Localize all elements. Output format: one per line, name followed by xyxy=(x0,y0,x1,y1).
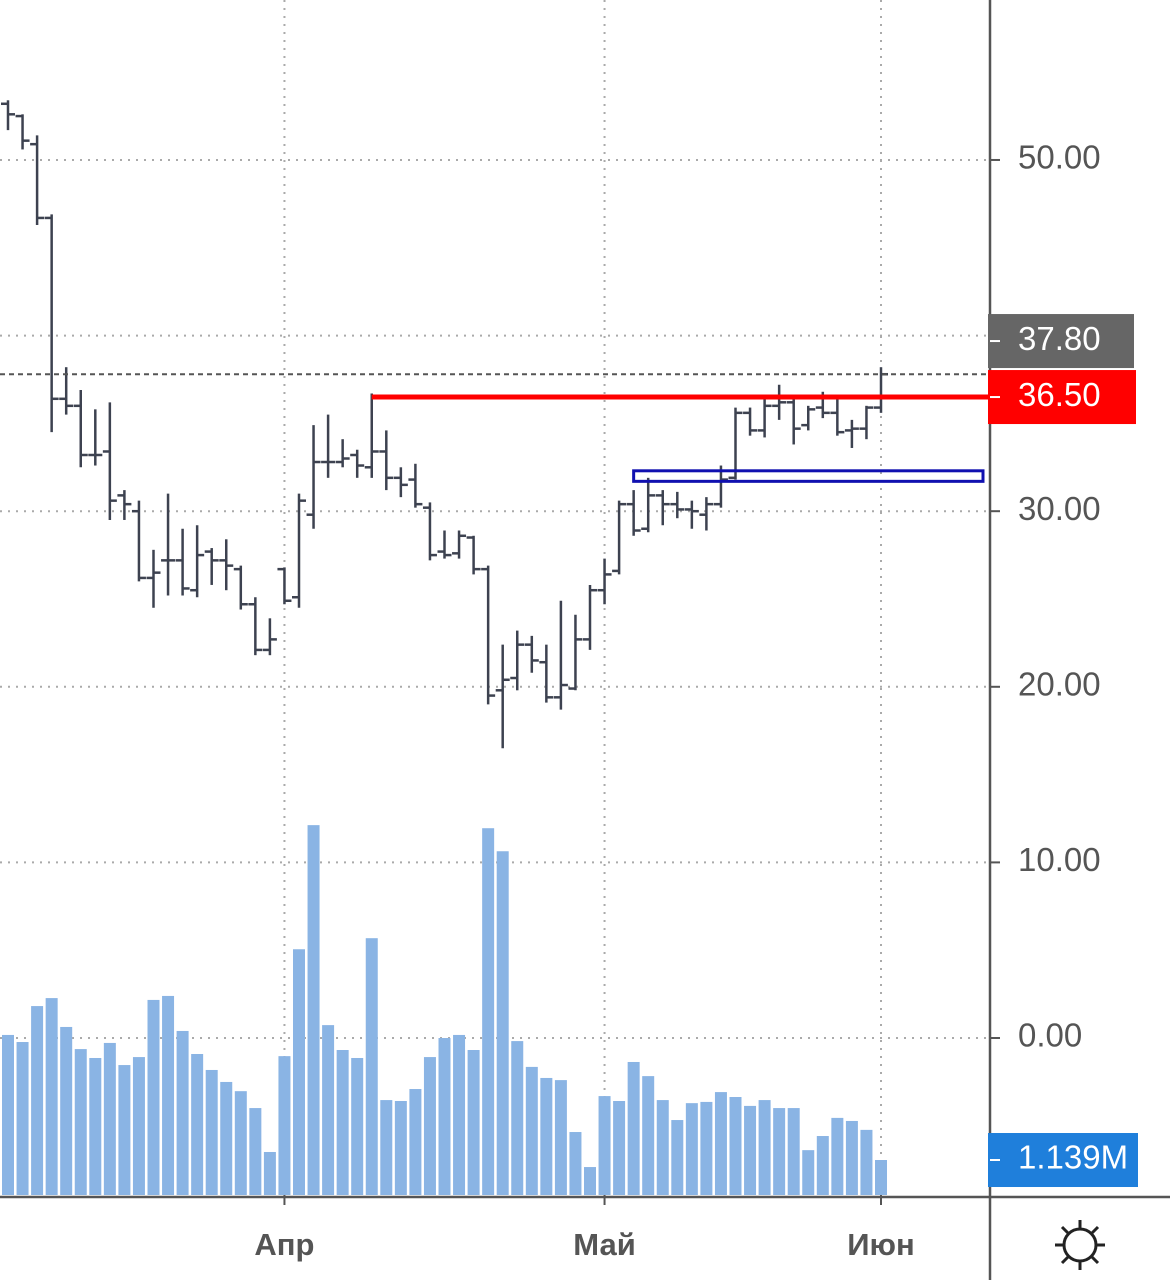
volume-bar xyxy=(773,1108,786,1195)
volume-bar xyxy=(802,1150,815,1195)
volume-bar xyxy=(322,1025,335,1195)
volume-bar xyxy=(831,1117,844,1195)
volume-bar xyxy=(132,1057,145,1195)
level-label: 36.50 xyxy=(988,370,1136,425)
volume-bar xyxy=(569,1132,582,1195)
volume-bar xyxy=(423,1057,436,1195)
volume-label-text: 1.139M xyxy=(1018,1139,1128,1176)
x-tick-label: Май xyxy=(573,1227,636,1262)
volume-bar xyxy=(351,1057,364,1195)
volume-bars xyxy=(2,825,887,1195)
volume-bar xyxy=(263,1151,276,1195)
gear-rays[interactable] xyxy=(1055,1220,1105,1270)
volume-bar xyxy=(2,1034,14,1195)
volume-bar xyxy=(860,1129,873,1195)
volume-bar xyxy=(31,1006,44,1195)
volume-bar xyxy=(642,1076,655,1195)
volume-label: 1.139M xyxy=(988,1133,1138,1188)
level-label-bg xyxy=(988,370,1136,425)
volume-bar xyxy=(482,828,495,1195)
volume-bar xyxy=(205,1069,218,1195)
volume-bar xyxy=(758,1100,771,1195)
volume-bar xyxy=(816,1136,829,1195)
volume-bar xyxy=(627,1061,640,1195)
volume-bar xyxy=(875,1160,887,1195)
volume-bar xyxy=(540,1077,553,1195)
volume-bar xyxy=(729,1097,742,1195)
last-price-label: 37.80 xyxy=(988,314,1134,369)
volume-bar xyxy=(307,825,320,1195)
volume-bar xyxy=(60,1026,73,1195)
y-tick-label: 20.00 xyxy=(1018,666,1101,703)
volume-bar xyxy=(191,1053,204,1195)
volume-bar xyxy=(845,1120,858,1195)
last-price-label-bg xyxy=(988,314,1134,369)
volume-bar xyxy=(613,1100,626,1195)
volume-bar xyxy=(118,1065,131,1195)
volume-bar xyxy=(220,1081,233,1195)
volume-bar xyxy=(162,995,175,1195)
settings-icon[interactable] xyxy=(1055,1220,1105,1270)
volume-bar xyxy=(147,999,160,1195)
x-tick-label: Июн xyxy=(847,1227,914,1262)
volume-bar xyxy=(380,1100,393,1195)
overlays xyxy=(0,373,990,483)
volume-bar xyxy=(656,1100,669,1195)
x-tick-label: Апр xyxy=(254,1227,314,1262)
y-tick-label: 50.00 xyxy=(1018,139,1101,176)
volume-bar xyxy=(74,1049,87,1195)
y-tick-label: 10.00 xyxy=(1018,841,1101,878)
volume-bar xyxy=(278,1056,291,1195)
volume-bar xyxy=(45,998,58,1195)
volume-label-bg xyxy=(988,1133,1138,1188)
grid xyxy=(0,0,990,1195)
volume-bar xyxy=(453,1034,466,1195)
last-price-label-text: 37.80 xyxy=(1018,320,1101,357)
volume-bar xyxy=(584,1167,596,1195)
volume-bar xyxy=(16,1042,29,1195)
zone-box xyxy=(632,469,985,483)
volume-bar xyxy=(787,1108,800,1195)
volume-bar xyxy=(103,1042,116,1195)
volume-bar xyxy=(293,949,305,1195)
volume-bar xyxy=(685,1103,698,1195)
volume-bar xyxy=(365,938,378,1195)
volume-bar xyxy=(700,1101,713,1195)
price-bars xyxy=(1,100,888,749)
volume-bar xyxy=(438,1038,451,1195)
volume-bar xyxy=(496,851,509,1195)
volume-bar xyxy=(176,1030,189,1195)
y-tick-label: 0.00 xyxy=(1018,1017,1082,1054)
volume-bar xyxy=(467,1050,480,1195)
volume-bar xyxy=(409,1089,422,1195)
volume-bar xyxy=(525,1066,538,1195)
volume-bar xyxy=(598,1096,611,1195)
volume-bar xyxy=(249,1108,262,1195)
volume-bar xyxy=(234,1091,247,1195)
volume-bar xyxy=(744,1105,757,1195)
volume-bar xyxy=(671,1120,684,1195)
volume-bar xyxy=(336,1050,349,1195)
volume-bar xyxy=(714,1092,727,1195)
y-tick-label: 30.00 xyxy=(1018,490,1101,527)
volume-bar xyxy=(89,1057,102,1195)
volume-bar xyxy=(554,1080,567,1195)
volume-bar xyxy=(394,1100,407,1195)
volume-bar xyxy=(511,1041,524,1195)
level-label-text: 36.50 xyxy=(1018,376,1101,413)
